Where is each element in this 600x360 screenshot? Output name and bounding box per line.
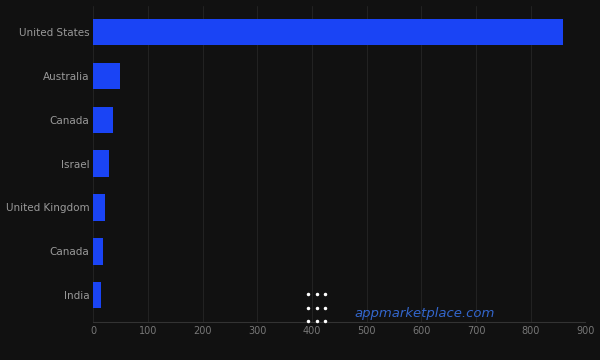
Bar <box>94 150 109 177</box>
Bar <box>94 19 563 45</box>
Text: appmarketplace.com: appmarketplace.com <box>354 307 494 320</box>
Bar <box>94 107 113 133</box>
Bar <box>94 194 106 221</box>
Bar <box>94 238 103 265</box>
Bar <box>94 63 119 89</box>
Bar <box>94 282 101 309</box>
